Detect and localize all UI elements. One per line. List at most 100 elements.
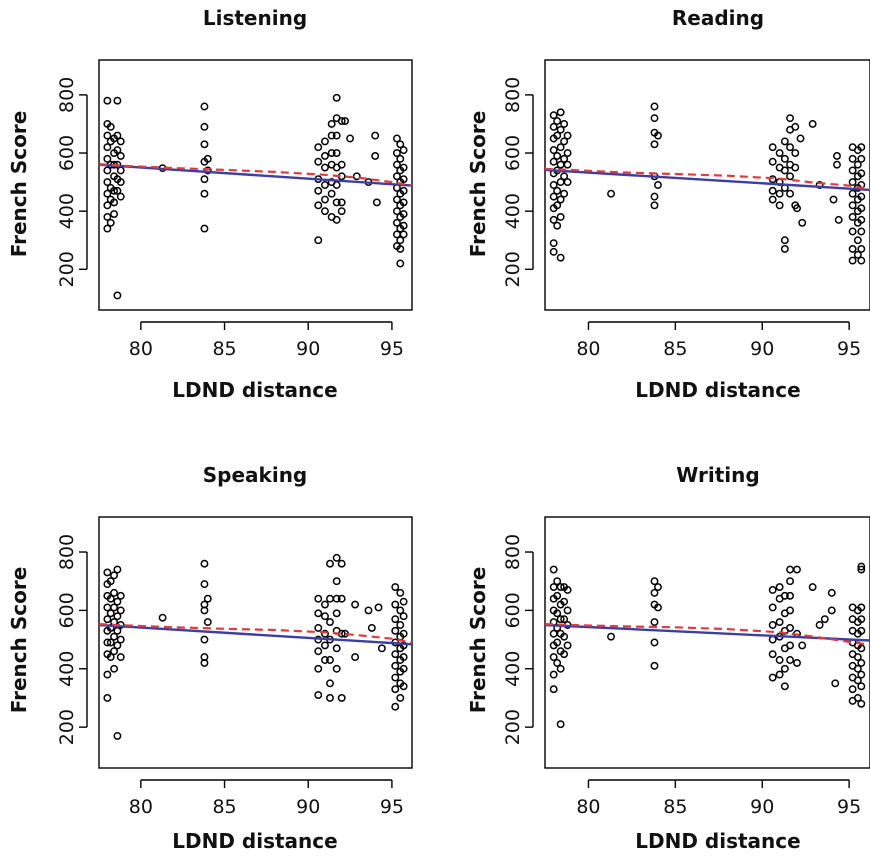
data-point bbox=[399, 612, 408, 621]
data-point bbox=[314, 201, 323, 210]
data-point bbox=[103, 694, 112, 702]
data-point bbox=[556, 213, 565, 221]
data-point bbox=[775, 583, 784, 591]
y-tick-label: 600 bbox=[502, 592, 524, 628]
data-point bbox=[103, 96, 112, 105]
data-point bbox=[848, 201, 857, 210]
data-point bbox=[549, 181, 558, 189]
data-point bbox=[654, 603, 662, 612]
data-point bbox=[326, 559, 334, 568]
y-tick-label: 200 bbox=[56, 251, 78, 287]
data-point bbox=[321, 195, 329, 204]
data-point bbox=[848, 189, 857, 198]
data-point bbox=[314, 236, 323, 245]
data-point bbox=[106, 653, 115, 662]
data-point bbox=[116, 166, 125, 175]
x-tick-label: 85 bbox=[212, 796, 236, 818]
data-point bbox=[392, 134, 401, 143]
panel-title: Reading bbox=[672, 6, 764, 30]
data-point bbox=[780, 664, 789, 673]
data-point bbox=[786, 577, 795, 586]
data-point bbox=[396, 140, 405, 149]
data-point bbox=[103, 178, 112, 187]
data-point bbox=[200, 102, 209, 111]
data-point bbox=[103, 568, 112, 577]
panel-title: Writing bbox=[676, 463, 759, 487]
data-point bbox=[377, 644, 386, 653]
data-point bbox=[563, 606, 572, 615]
data-point bbox=[106, 218, 115, 227]
data-point bbox=[791, 122, 800, 131]
data-point bbox=[857, 204, 866, 213]
data-point bbox=[158, 613, 167, 622]
data-point bbox=[371, 131, 380, 140]
y-tick-label: 400 bbox=[502, 193, 524, 229]
data-point bbox=[200, 635, 209, 644]
data-point bbox=[332, 181, 341, 189]
data-point bbox=[332, 149, 341, 157]
data-point bbox=[113, 565, 122, 574]
data-point bbox=[337, 694, 346, 702]
data-point bbox=[786, 623, 795, 632]
data-point bbox=[399, 146, 408, 155]
data-point bbox=[563, 641, 572, 650]
data-point bbox=[332, 644, 341, 653]
data-point bbox=[113, 612, 122, 621]
data-point bbox=[392, 207, 401, 216]
data-point bbox=[848, 245, 857, 253]
data-point bbox=[337, 198, 346, 207]
data-point bbox=[556, 615, 565, 624]
data-point bbox=[391, 673, 400, 682]
plot-frame bbox=[98, 59, 413, 311]
data-point bbox=[399, 664, 408, 673]
data-point bbox=[549, 157, 558, 166]
x-tick-label: 95 bbox=[380, 338, 404, 360]
data-point bbox=[391, 583, 400, 591]
data-point bbox=[399, 175, 408, 184]
data-point bbox=[332, 664, 341, 673]
data-point bbox=[326, 694, 334, 702]
data-point bbox=[768, 186, 777, 195]
data-point bbox=[853, 160, 862, 169]
data-point bbox=[650, 588, 659, 597]
data-point bbox=[780, 154, 789, 163]
data-point bbox=[367, 623, 376, 632]
smooth-fit-line bbox=[98, 163, 413, 187]
data-point bbox=[560, 172, 569, 181]
x-axis-title: LDND distance bbox=[172, 829, 337, 853]
data-point bbox=[798, 641, 807, 650]
data-point bbox=[106, 594, 115, 603]
data-point bbox=[113, 626, 122, 635]
data-point bbox=[563, 149, 572, 157]
data-point bbox=[200, 606, 209, 615]
data-point bbox=[337, 160, 346, 169]
x-axis-title: LDND distance bbox=[172, 378, 337, 402]
data-point bbox=[549, 215, 558, 224]
x-axis-title: LDND distance bbox=[635, 378, 800, 402]
data-point bbox=[857, 699, 866, 708]
data-point bbox=[857, 626, 866, 635]
data-point bbox=[549, 653, 558, 662]
data-point bbox=[768, 621, 777, 629]
data-point bbox=[650, 102, 659, 111]
data-point bbox=[793, 565, 801, 574]
data-point bbox=[314, 691, 323, 699]
data-point bbox=[549, 111, 558, 120]
data-point bbox=[116, 137, 125, 146]
y-tick-label: 600 bbox=[56, 592, 78, 628]
data-point bbox=[853, 664, 862, 673]
data-point bbox=[654, 583, 662, 591]
y-tick-label: 800 bbox=[56, 77, 78, 113]
data-point bbox=[553, 591, 562, 600]
data-point bbox=[786, 114, 795, 123]
data-point bbox=[848, 178, 857, 187]
data-point bbox=[780, 137, 789, 146]
data-point bbox=[549, 670, 558, 679]
x-tick-label: 90 bbox=[750, 338, 774, 360]
data-point bbox=[399, 210, 408, 219]
data-point bbox=[314, 623, 323, 632]
x-axis-title: LDND distance bbox=[635, 829, 800, 853]
data-point bbox=[791, 163, 800, 172]
data-point bbox=[321, 207, 329, 216]
data-point bbox=[553, 609, 562, 618]
